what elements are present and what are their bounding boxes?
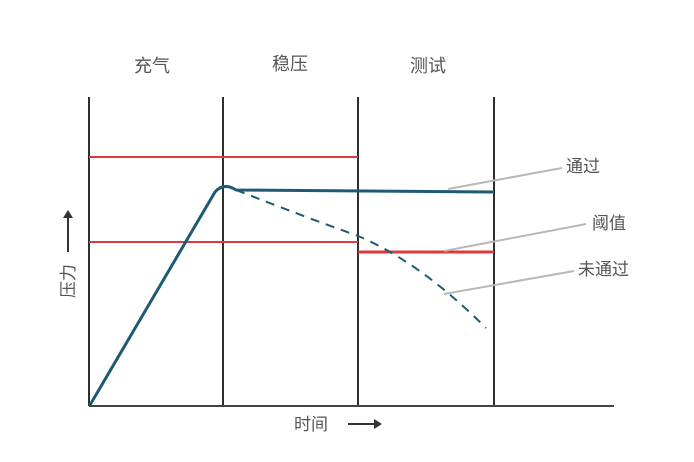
pressure-curve-fail [235, 189, 487, 329]
phase-label-stabilize: 稳压 [272, 54, 308, 75]
y-axis-label: 压力 [59, 264, 79, 298]
leader-line-fail [443, 270, 575, 295]
phase-label-test: 测试 [410, 56, 446, 77]
annotation-fail: 未通过 [578, 260, 629, 280]
x-axis-arrow-icon [374, 419, 382, 429]
y-axis-title: 压力 [59, 210, 79, 298]
y-axis-arrow-icon [63, 210, 73, 218]
leader-line-threshold [443, 223, 587, 252]
phase-label-fill: 充气 [134, 56, 170, 77]
annotation-pass: 通过 [566, 157, 600, 177]
pressure-curve-pass [88, 185, 495, 406]
annotation-threshold: 阈值 [592, 214, 626, 234]
x-axis-label: 时间 [294, 415, 328, 435]
leader-line-pass [447, 167, 563, 190]
